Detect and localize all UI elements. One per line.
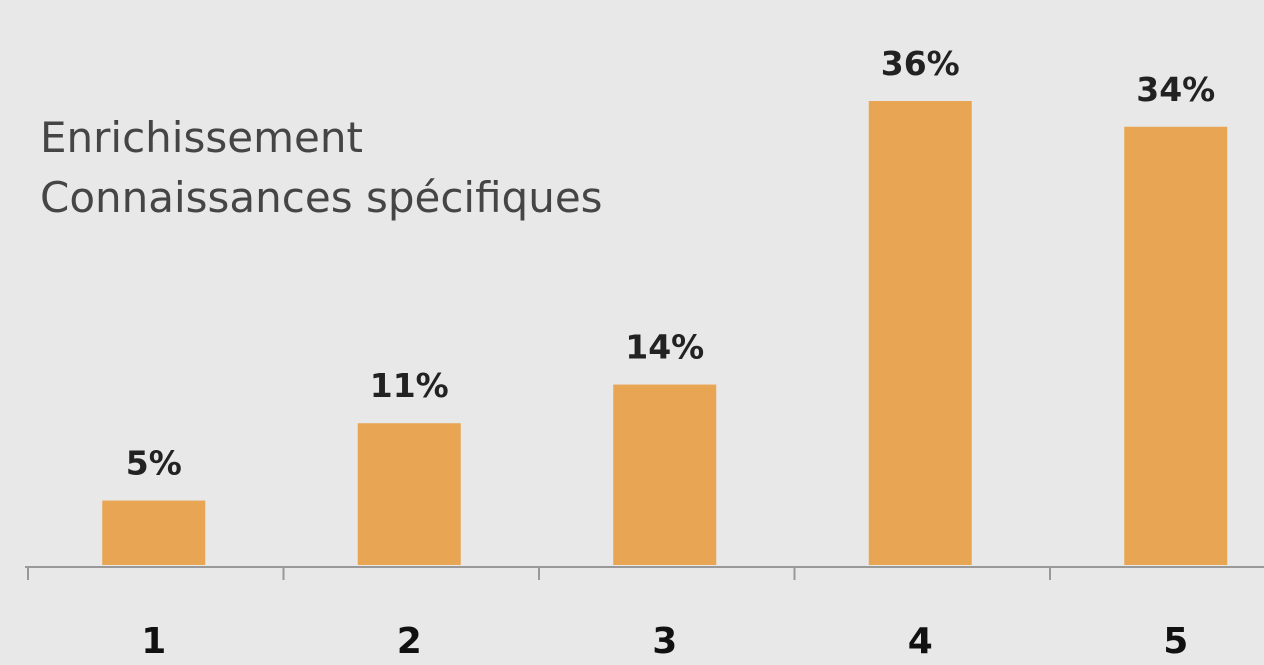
data-label: 11% <box>370 366 449 405</box>
bar <box>357 423 461 565</box>
bar <box>102 500 206 565</box>
x-tick-label: 4 <box>908 621 933 662</box>
bar <box>868 101 972 565</box>
bar <box>613 384 717 565</box>
data-label: 36% <box>881 44 960 83</box>
chart-subtitle: Connaissances spécifiques <box>40 173 603 222</box>
x-tick-label: 2 <box>397 621 422 662</box>
bar <box>1124 126 1228 566</box>
data-label: 5% <box>126 444 182 483</box>
x-tick-label: 3 <box>652 621 677 662</box>
data-label: 14% <box>625 328 704 367</box>
data-label: 34% <box>1136 70 1215 109</box>
chart-title: Enrichissement <box>40 113 363 162</box>
x-tick-label: 1 <box>141 621 166 662</box>
x-tick-label: 5 <box>1163 621 1188 662</box>
